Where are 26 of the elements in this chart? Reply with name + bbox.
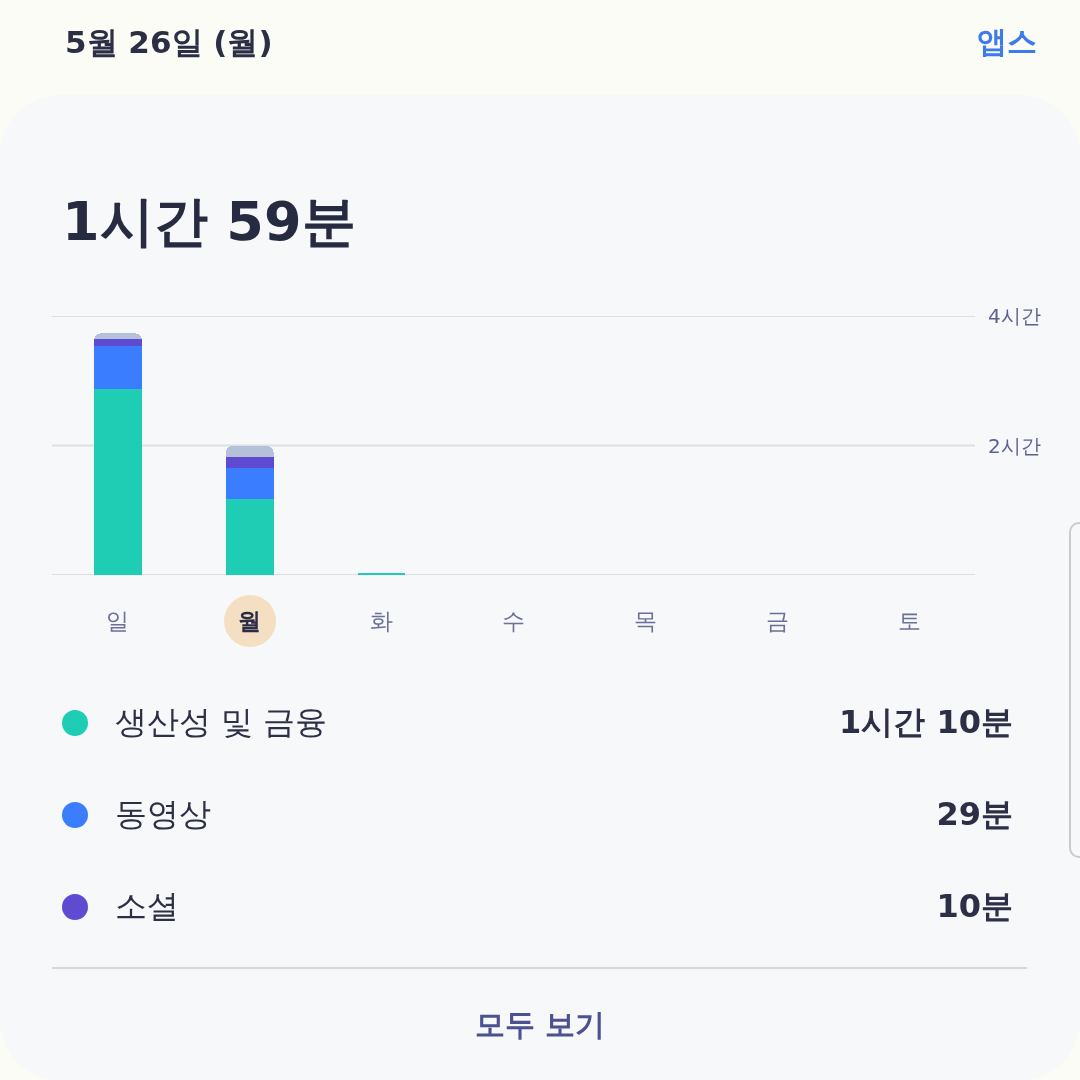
bar bbox=[94, 388, 142, 575]
bar bbox=[226, 468, 274, 500]
chart-title: 1시간 59분 bbox=[62, 189, 356, 255]
legend-label: 생산성 및 금융 bbox=[115, 702, 328, 743]
legend-label: 소셜 bbox=[115, 886, 179, 927]
text: 29분 bbox=[936, 794, 1013, 835]
text: 10분 bbox=[936, 886, 1013, 927]
x-tick-label: 화 bbox=[370, 608, 394, 634]
x-tick-label: 금 bbox=[765, 608, 789, 634]
x-tick-label: 월 bbox=[238, 608, 262, 634]
bar bbox=[226, 499, 274, 575]
chart-subtitle: 5월 26일 (월) bbox=[65, 23, 273, 62]
x-tick-label: 수 bbox=[502, 608, 525, 634]
y-tick-label: 2시간 bbox=[988, 433, 1041, 458]
bar bbox=[94, 345, 142, 389]
bar bbox=[94, 338, 142, 346]
text: 앱스 bbox=[977, 23, 1037, 61]
y-tick-label: 4시간 bbox=[988, 304, 1041, 328]
x-tick-label: 목 bbox=[633, 608, 657, 634]
bar bbox=[226, 457, 274, 469]
text: 모두 보기 bbox=[473, 1006, 607, 1044]
x-tick-label: 일 bbox=[106, 608, 130, 634]
legend-label: 동영상 bbox=[115, 794, 211, 835]
x-tick-label: 토 bbox=[897, 608, 921, 634]
bar bbox=[226, 446, 274, 458]
text: 1시간 10분 bbox=[839, 702, 1013, 743]
